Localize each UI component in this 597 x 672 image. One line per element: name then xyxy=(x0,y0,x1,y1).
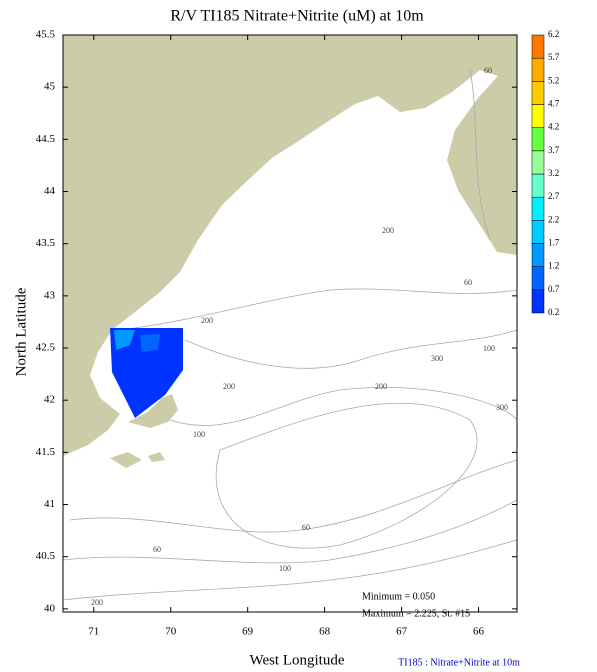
x-tick-label: 68 xyxy=(319,626,331,638)
contour-line xyxy=(184,329,518,369)
colorbar-label: 5.7 xyxy=(548,52,560,62)
y-tick-label: 44.5 xyxy=(36,133,56,145)
y-tick-label: 42.5 xyxy=(36,342,56,354)
colorbar-box xyxy=(531,34,545,59)
colorbar-box xyxy=(531,196,545,221)
y-tick-label: 45.5 xyxy=(36,29,56,41)
colorbar-label: 5.2 xyxy=(548,75,559,85)
x-tick-label: 71 xyxy=(88,626,99,638)
y-tick-label: 43.5 xyxy=(36,237,56,249)
contour-label: 200 xyxy=(201,316,213,325)
y-tick-label: 42 xyxy=(44,394,55,406)
y-axis-label: North Latitude xyxy=(13,287,29,376)
colorbar-box xyxy=(531,266,545,291)
x-tick-label: 70 xyxy=(165,626,177,638)
x-tick-label: 69 xyxy=(242,626,254,638)
x-axis-label: West Longitude xyxy=(249,652,344,668)
contour-line xyxy=(119,288,518,331)
contour-line xyxy=(62,499,518,564)
colorbar-label: 0.2 xyxy=(548,307,559,317)
y-tick-label: 41.5 xyxy=(36,446,56,458)
annotation: Minimum = 0.050 xyxy=(362,591,435,602)
contour-label: 60 xyxy=(302,523,310,532)
x-tick-label: 66 xyxy=(473,626,485,638)
colorbar-box xyxy=(531,289,545,314)
colorbar-label: 4.2 xyxy=(548,122,559,132)
y-tick-label: 43 xyxy=(44,289,56,301)
contour-line xyxy=(215,402,478,549)
contour-label: 100 xyxy=(193,430,205,439)
contour-label: 200 xyxy=(375,382,387,391)
nitrate-field xyxy=(110,328,183,418)
contour-label: 200 xyxy=(91,598,103,607)
title: R/V TI185 Nitrate+Nitrite (uM) at 10m xyxy=(170,8,424,25)
colorbar-box xyxy=(531,81,545,105)
colorbar-label: 4.7 xyxy=(548,99,560,109)
colorbar-box xyxy=(531,57,545,82)
island xyxy=(110,452,142,468)
annotation: Maximum = 2.225, St. #15 xyxy=(362,608,470,619)
colorbar-label: 3.2 xyxy=(548,168,559,178)
y-tick-label: 40 xyxy=(44,602,56,614)
field-area xyxy=(110,328,183,418)
contours xyxy=(62,69,518,601)
contour-line xyxy=(169,387,518,426)
land xyxy=(63,35,517,468)
contour-line xyxy=(69,459,518,533)
colorbar-label: 3.7 xyxy=(548,145,560,155)
mainland xyxy=(63,35,517,456)
y-tick-label: 40.5 xyxy=(36,550,56,562)
field-area xyxy=(140,334,160,352)
contour-label: 200 xyxy=(223,382,235,391)
field-area xyxy=(114,330,135,350)
colorbar-label: 1.7 xyxy=(548,238,560,248)
contour-label: 100 xyxy=(279,564,291,573)
contour-label: 60 xyxy=(153,545,161,554)
y-tick-label: 44 xyxy=(44,185,56,197)
colorbar-box xyxy=(531,150,545,175)
contour-label: 300 xyxy=(496,403,508,412)
colorbar-label: 0.7 xyxy=(548,284,560,294)
colorbar-box xyxy=(531,220,545,244)
colorbar-box xyxy=(531,104,545,128)
contour-label: 200 xyxy=(382,226,394,235)
y-tick-label: 41 xyxy=(44,498,55,510)
colorbar-box xyxy=(531,173,545,198)
colorbar-box xyxy=(531,243,545,267)
colorbar-box xyxy=(531,127,545,152)
colorbar-label: 2.2 xyxy=(548,214,559,224)
contour-label: 60 xyxy=(484,66,492,75)
map-frame xyxy=(62,34,518,613)
contour-line xyxy=(469,69,491,241)
colorbar-label: 1.2 xyxy=(548,261,559,271)
x-tick-label: 67 xyxy=(396,626,408,638)
colorbar-label: 2.7 xyxy=(548,191,560,201)
contour-label: 100 xyxy=(483,344,495,353)
footer: TI185 : Nitrate+Nitrite at 10m xyxy=(398,657,520,668)
colorbar-label: 6.2 xyxy=(548,29,559,39)
island xyxy=(148,452,165,462)
contour-label: 60 xyxy=(464,278,472,287)
cape-cod xyxy=(128,394,178,428)
y-tick-label: 45 xyxy=(44,81,56,93)
contour-line xyxy=(62,539,518,601)
contour-label: 300 xyxy=(431,354,443,363)
